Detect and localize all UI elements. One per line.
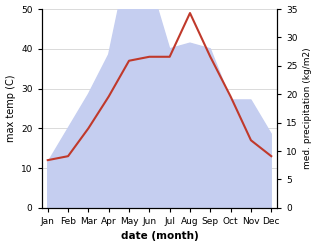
Y-axis label: max temp (C): max temp (C) [5,75,16,142]
X-axis label: date (month): date (month) [121,231,198,242]
Y-axis label: med. precipitation (kg/m2): med. precipitation (kg/m2) [303,48,313,169]
